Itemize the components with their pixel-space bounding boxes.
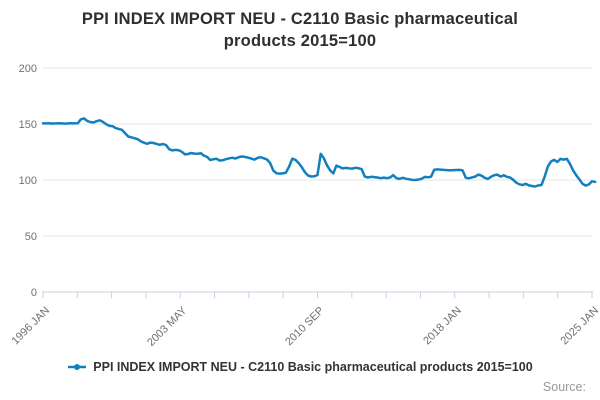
- legend-marker-icon: [68, 364, 87, 370]
- y-axis-tick-label: 0: [31, 287, 37, 299]
- x-axis-tick-label: 2018 JAN: [421, 305, 464, 348]
- y-axis-tick-label: 150: [19, 119, 37, 131]
- legend-item-label[interactable]: PPI INDEX IMPORT NEU - C2110 Basic pharm…: [93, 360, 533, 374]
- x-axis-tick-label: 2025 JAN: [558, 305, 600, 348]
- y-axis-tick-label: 100: [19, 175, 37, 187]
- series-line-ppi-index[interactable]: [41, 117, 597, 188]
- y-axis-tick-label: 50: [25, 231, 37, 243]
- plot-area: 0 50 100 150 200 1996 JAN 2003 MAY 2010 SEP 2018…: [9, 63, 600, 349]
- x-axis-tick-label: 2003 MAY: [145, 304, 190, 349]
- y-axis-tick-label: 200: [19, 63, 37, 75]
- chart-title: PPI INDEX IMPORT NEU - C2110 Basic pharm…: [40, 8, 560, 52]
- x-axis-tick-label: 1996 JAN: [9, 305, 52, 348]
- chart-title-line2: products 2015=100: [223, 32, 377, 50]
- legend[interactable]: PPI INDEX IMPORT NEU - C2110 Basic pharm…: [0, 360, 600, 374]
- chart-title-line1: PPI INDEX IMPORT NEU - C2110 Basic pharm…: [81, 10, 519, 28]
- x-axis-tick-label: 2010 SEP: [283, 305, 327, 349]
- source-label: Source:: [542, 380, 586, 394]
